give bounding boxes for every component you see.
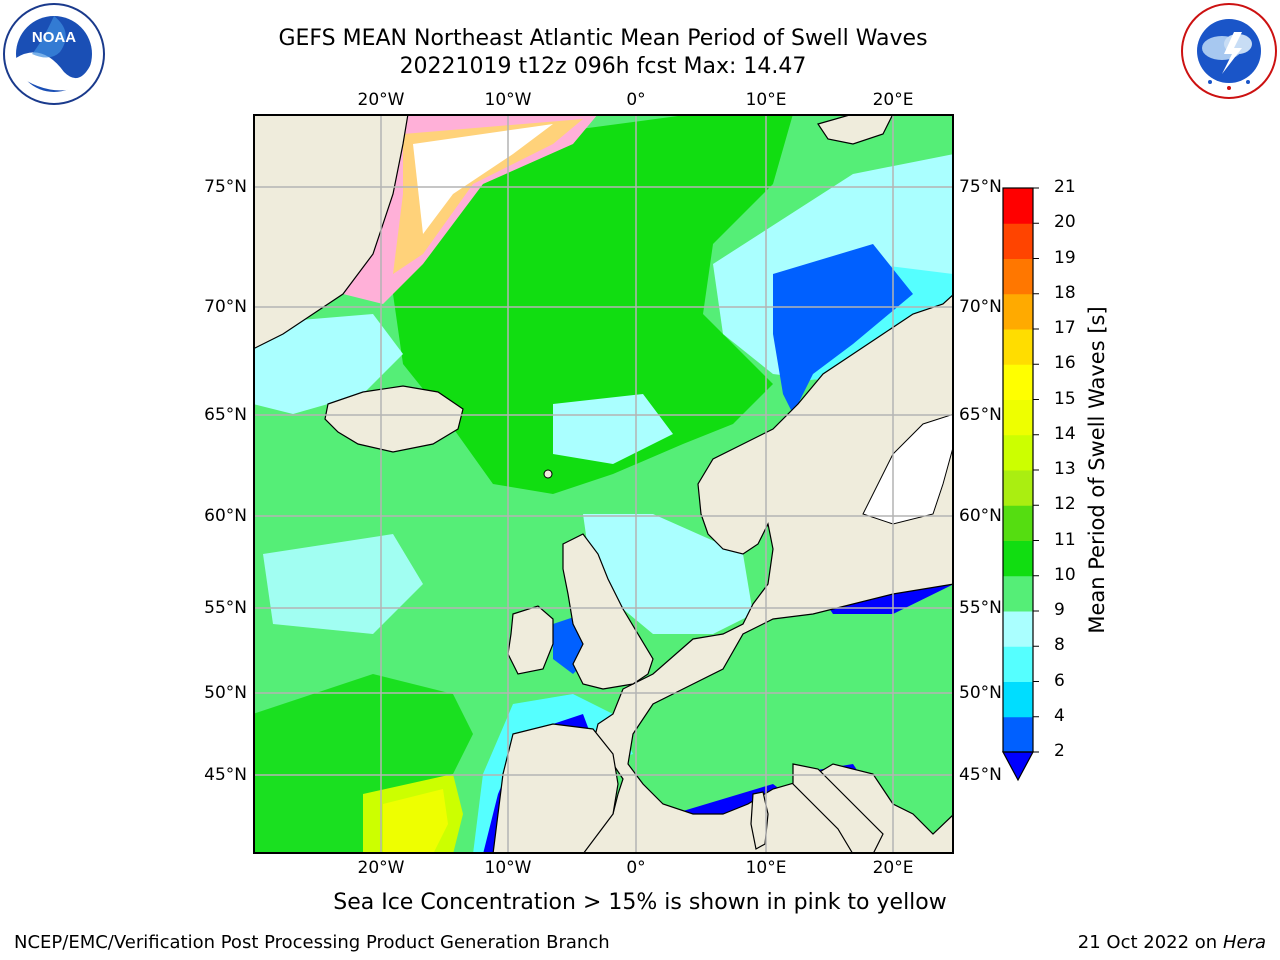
chart-title: GEFS MEAN Northeast Atlantic Mean Period… xyxy=(278,26,928,51)
period-8-region xyxy=(583,514,753,634)
land-italy xyxy=(792,763,884,854)
colorbar-tick-label: 16 xyxy=(1054,353,1076,374)
footer-organization: NCEP/EMC/Verification Post Processing Pr… xyxy=(14,932,610,953)
colorbar-tick-label: 18 xyxy=(1054,282,1076,303)
lat-tick-left: 50°N xyxy=(204,683,247,703)
colorbar-under-arrow xyxy=(1001,751,1035,782)
graticule xyxy=(253,114,954,854)
lon-tick-bottom: 10°E xyxy=(745,858,787,878)
colorbar-segment xyxy=(1003,470,1033,506)
lat-tick-right: 60°N xyxy=(959,506,1002,526)
lat-tick-left: 45°N xyxy=(204,765,247,785)
colorbar-tick-label: 8 xyxy=(1054,635,1065,656)
lon-tick-top: 0° xyxy=(626,90,646,110)
colorbar-segment xyxy=(1003,540,1033,577)
lon-tick-bottom: 20°E xyxy=(872,858,914,878)
lat-tick-left: 65°N xyxy=(204,405,247,425)
chart-subtitle: 20221019 t12z 096h fcst Max: 14.47 xyxy=(399,54,807,79)
colorbar-tick-label: 4 xyxy=(1054,705,1065,726)
nws-logo xyxy=(1180,2,1278,100)
colorbar-segments xyxy=(1003,188,1033,753)
land-great-britain xyxy=(562,533,654,690)
lat-tick-right: 45°N xyxy=(959,765,1002,785)
lon-tick-top: 20°W xyxy=(357,90,405,110)
colorbar-segment xyxy=(1003,611,1033,647)
colorbar-tick-label: 13 xyxy=(1054,459,1076,479)
footer-date: 21 Oct 2022 on Hera xyxy=(1078,932,1266,953)
noaa-logo: NOAA xyxy=(2,2,106,106)
colorbar-tick-label: 19 xyxy=(1054,247,1076,268)
colorbar-segment xyxy=(1003,646,1033,682)
lon-tick-bottom: 0° xyxy=(626,858,646,878)
lat-tick-right: 50°N xyxy=(959,683,1002,703)
map-frame xyxy=(253,114,954,854)
period-9-region xyxy=(263,534,423,634)
colorbar-tick-label: 14 xyxy=(1054,423,1076,444)
footer-date-text: 21 Oct 2022 on xyxy=(1077,932,1223,953)
colorbar-tick-marks xyxy=(1033,187,1039,753)
colorbar-segment xyxy=(1003,258,1033,295)
noaa-logo-text: NOAA xyxy=(32,29,76,46)
colorbar-tick-label: 15 xyxy=(1054,388,1076,409)
colorbar-segment xyxy=(1003,681,1033,718)
lat-tick-right: 70°N xyxy=(959,297,1002,317)
lon-tick-bottom: 10°W xyxy=(484,858,532,878)
colorbar-tick-label: 11 xyxy=(1054,529,1076,550)
colorbar-segment xyxy=(1003,188,1033,224)
period-9-region xyxy=(553,394,673,464)
colorbar-segment xyxy=(1003,293,1033,330)
colorbar-segment xyxy=(1003,716,1033,753)
colorbar-segment xyxy=(1003,505,1033,541)
swell-period-map xyxy=(253,114,954,854)
land-iceland xyxy=(324,385,464,453)
lon-tick-top: 10°W xyxy=(484,90,532,110)
colorbar-tick-label: 20 xyxy=(1054,212,1076,233)
period-2-region xyxy=(773,244,913,414)
colorbar-tick-label: 17 xyxy=(1054,318,1076,338)
colorbar-tick-label: 12 xyxy=(1054,494,1076,515)
colorbar-tick-label: 6 xyxy=(1054,670,1065,691)
lat-tick-left: 60°N xyxy=(204,506,247,526)
period-14-region xyxy=(383,789,448,854)
colorbar-segment xyxy=(1003,575,1033,612)
land-faroe xyxy=(543,469,553,479)
lon-tick-top: 10°E xyxy=(745,90,787,110)
colorbar-tick-label: 21 xyxy=(1054,177,1076,197)
lon-tick-top: 20°E xyxy=(872,90,914,110)
colorbar-label: Mean Period of Swell Waves [s] xyxy=(1085,306,1109,634)
period-9-region xyxy=(253,314,403,414)
sea-ice-note: Sea Ice Concentration > 15% is shown in … xyxy=(333,890,947,915)
land-ireland xyxy=(507,605,554,675)
colorbar-segment xyxy=(1003,329,1033,365)
lon-tick-bottom: 20°W xyxy=(357,858,405,878)
colorbar-segment xyxy=(1003,399,1033,436)
period-11-region xyxy=(393,114,793,494)
colorbar-tick-label: 9 xyxy=(1054,600,1065,620)
colorbar xyxy=(1001,187,1039,782)
colorbar-tick-label: 2 xyxy=(1054,741,1065,761)
land-svalbard xyxy=(817,114,894,145)
land-corsica-sardinia xyxy=(750,791,769,850)
sea-ice xyxy=(413,124,553,234)
lat-tick-right: 55°N xyxy=(959,598,1002,618)
lat-tick-left: 75°N xyxy=(204,177,247,197)
land-greenland xyxy=(253,114,409,350)
colorbar-tick-label: 10 xyxy=(1054,564,1076,585)
lat-tick-left: 55°N xyxy=(204,598,247,618)
colorbar-segment xyxy=(1003,434,1033,471)
lat-tick-left: 70°N xyxy=(204,297,247,317)
lat-tick-right: 75°N xyxy=(959,177,1002,197)
colorbar-segment xyxy=(1003,364,1033,400)
footer-host: Hera xyxy=(1222,932,1266,953)
gulf-of-bothnia xyxy=(862,413,954,525)
land-iberia xyxy=(492,723,619,854)
colorbar-segment xyxy=(1003,223,1033,259)
lat-tick-right: 65°N xyxy=(959,405,1002,425)
